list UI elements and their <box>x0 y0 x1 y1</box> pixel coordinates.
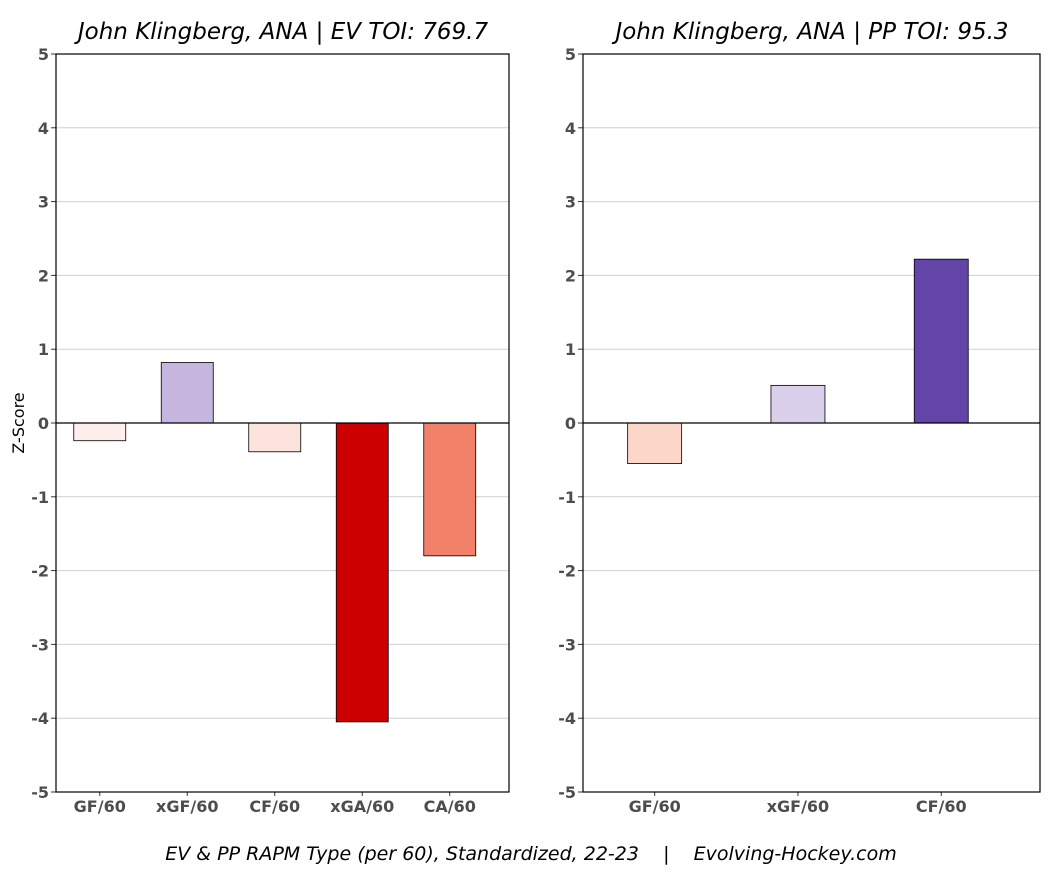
y-tick-label: 1 <box>38 340 49 359</box>
bar-xga-60 <box>335 422 389 723</box>
bar-xgf-60 <box>160 362 214 424</box>
ev-panel: 5 4 3 2 1 0 -1 -2 -3 -4 -5 GF/60 xGF/60 CF/60 xGA/60 CA… <box>9 19 510 816</box>
y-tick-label: 0 <box>565 414 576 433</box>
bar-cf-60 <box>913 258 969 424</box>
x-tick-label: CF/60 <box>249 797 300 816</box>
y-tick-label: 2 <box>38 266 49 285</box>
y-tick-label: -1 <box>31 488 49 507</box>
y-tick-label: -4 <box>558 709 576 728</box>
x-tick-label: CF/60 <box>916 797 967 816</box>
y-tick-label: -1 <box>558 488 576 507</box>
y-tick-label: -2 <box>558 562 576 581</box>
x-tick-label: xGF/60 <box>767 797 830 816</box>
y-tick-label: -3 <box>558 635 576 654</box>
chart-title: John Klingberg, ANA | EV TOI: 769.7 <box>74 19 489 45</box>
x-tick-label: GF/60 <box>629 797 681 816</box>
y-tick-label: -5 <box>31 783 49 802</box>
y-tick-label: 5 <box>38 45 49 64</box>
figure-caption: EV & PP RAPM Type (per 60), Standardized… <box>165 843 897 865</box>
bar-xgf-60 <box>770 384 826 424</box>
y-tick-label: -5 <box>558 783 576 802</box>
y-tick-label: 1 <box>565 340 576 359</box>
bar-ca-60 <box>423 422 477 557</box>
x-tick-label: xGF/60 <box>156 797 219 816</box>
y-tick-label: 3 <box>38 193 49 212</box>
x-tick-label: GF/60 <box>74 797 126 816</box>
y-tick-label: 5 <box>565 45 576 64</box>
y-tick-label: 3 <box>565 193 576 212</box>
bar-gf-60 <box>73 422 127 442</box>
y-tick-label: -3 <box>31 635 49 654</box>
bar-gf-60 <box>627 422 683 464</box>
pp-panel: 5 4 3 2 1 0 -1 -2 -3 -4 -5 GF/60 xGF/60 CF/60 John Kli… <box>558 19 1041 816</box>
y-tick-label: -4 <box>31 709 49 728</box>
plot-border <box>582 53 1041 793</box>
bar-cf-60 <box>248 422 302 453</box>
y-tick-label: 0 <box>38 414 49 433</box>
y-tick-label: -2 <box>31 562 49 581</box>
y-axis-label: Z-Score <box>9 392 28 453</box>
chart-title: John Klingberg, ANA | PP TOI: 95.3 <box>611 19 1008 45</box>
y-tick-label: 4 <box>565 119 576 138</box>
y-tick-label: 4 <box>38 119 49 138</box>
x-tick-label: xGA/60 <box>330 797 394 816</box>
plot-border <box>55 53 510 793</box>
y-tick-label: 2 <box>565 266 576 285</box>
x-tick-label: CA/60 <box>424 797 476 816</box>
